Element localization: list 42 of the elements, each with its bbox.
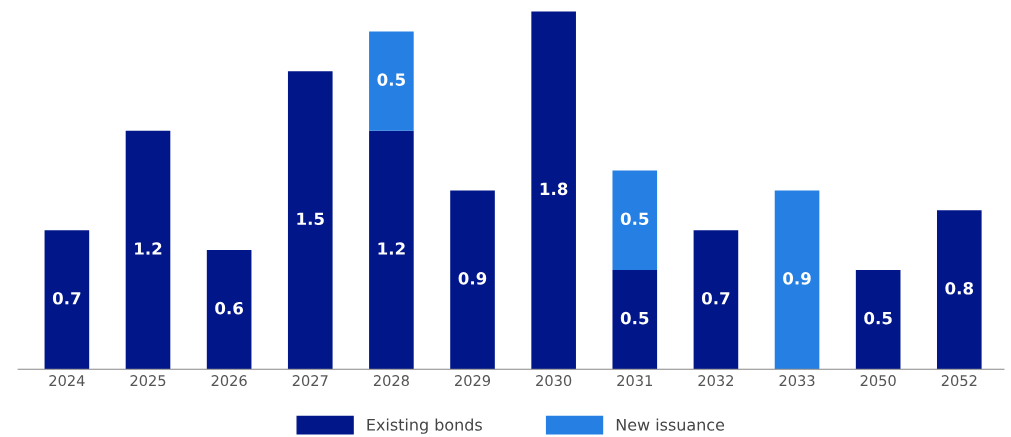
bar xyxy=(287,71,333,370)
x-tick-label: 2026 xyxy=(211,375,247,387)
x-tick-label: 2052 xyxy=(941,375,977,387)
data-label: 1.2 xyxy=(135,242,162,255)
data-label: 1.2 xyxy=(378,242,405,255)
bar xyxy=(612,269,658,370)
bar xyxy=(612,170,658,270)
data-label: 0.5 xyxy=(864,311,892,325)
legend-label: Existing bonds xyxy=(367,418,482,434)
legend-label: New issuance xyxy=(616,418,725,431)
data-label: 0.7 xyxy=(701,291,730,305)
bar xyxy=(855,269,901,370)
data-label: 0.9 xyxy=(458,272,487,285)
x-tick-label: 2031 xyxy=(617,375,652,387)
bar xyxy=(369,130,414,370)
x-tick-label: 2029 xyxy=(455,375,491,387)
x-tick-label: 2032 xyxy=(698,375,734,387)
bar xyxy=(125,130,171,370)
data-label: 1.5 xyxy=(297,212,324,226)
bar xyxy=(936,210,982,370)
bar xyxy=(693,230,739,370)
data-label: 0.5 xyxy=(377,73,405,86)
x-tick-label: 2025 xyxy=(130,375,166,387)
x-tick-label: 2030 xyxy=(536,375,572,387)
x-tick-label: 2024 xyxy=(49,375,85,387)
bar xyxy=(774,190,820,370)
x-tick-label: 2028 xyxy=(373,375,409,387)
bar xyxy=(44,230,90,370)
data-label: 0.6 xyxy=(215,301,243,315)
data-label: 0.5 xyxy=(620,311,649,325)
x-tick-label: 2050 xyxy=(860,375,896,387)
data-label: 0.8 xyxy=(945,282,974,295)
x-tick-label: 2033 xyxy=(779,375,815,387)
bar xyxy=(450,190,495,370)
bar xyxy=(206,250,252,370)
bar xyxy=(369,31,414,131)
data-label: 0.7 xyxy=(52,291,81,305)
data-label: 0.9 xyxy=(783,272,811,285)
data-label: 0.5 xyxy=(620,212,649,226)
x-tick-label: 2027 xyxy=(292,375,328,387)
data-label: 1.8 xyxy=(540,182,568,196)
bar xyxy=(531,11,576,370)
